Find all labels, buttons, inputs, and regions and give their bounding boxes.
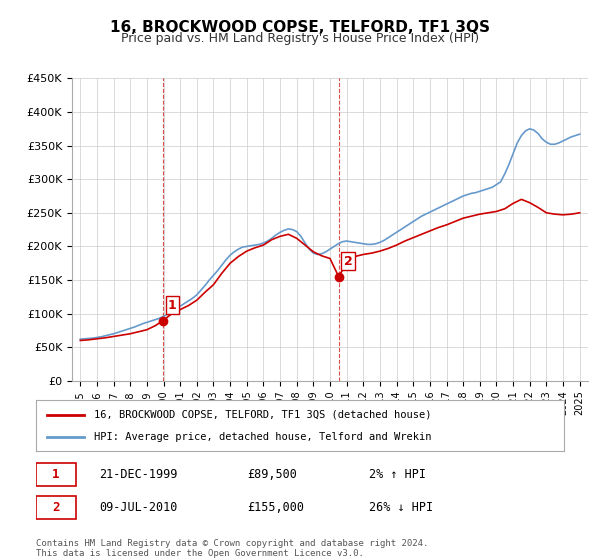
Text: 21-DEC-1999: 21-DEC-1999 xyxy=(100,468,178,481)
Text: 2% ↑ HPI: 2% ↑ HPI xyxy=(368,468,425,481)
Text: Price paid vs. HM Land Registry's House Price Index (HPI): Price paid vs. HM Land Registry's House … xyxy=(121,32,479,45)
FancyBboxPatch shape xyxy=(36,463,76,486)
Text: 26% ↓ HPI: 26% ↓ HPI xyxy=(368,501,433,514)
Text: 16, BROCKWOOD COPSE, TELFORD, TF1 3QS: 16, BROCKWOOD COPSE, TELFORD, TF1 3QS xyxy=(110,20,490,35)
Text: HPI: Average price, detached house, Telford and Wrekin: HPI: Average price, detached house, Telf… xyxy=(94,432,431,442)
FancyBboxPatch shape xyxy=(36,497,76,519)
Text: 09-JUL-2010: 09-JUL-2010 xyxy=(100,501,178,514)
Text: 1: 1 xyxy=(52,468,59,481)
Text: £155,000: £155,000 xyxy=(247,501,304,514)
Text: £89,500: £89,500 xyxy=(247,468,297,481)
Text: 1: 1 xyxy=(168,298,177,311)
Text: 16, BROCKWOOD COPSE, TELFORD, TF1 3QS (detached house): 16, BROCKWOOD COPSE, TELFORD, TF1 3QS (d… xyxy=(94,409,431,419)
Text: 2: 2 xyxy=(52,501,59,514)
Text: Contains HM Land Registry data © Crown copyright and database right 2024.
This d: Contains HM Land Registry data © Crown c… xyxy=(36,539,428,558)
Text: 2: 2 xyxy=(344,255,352,268)
